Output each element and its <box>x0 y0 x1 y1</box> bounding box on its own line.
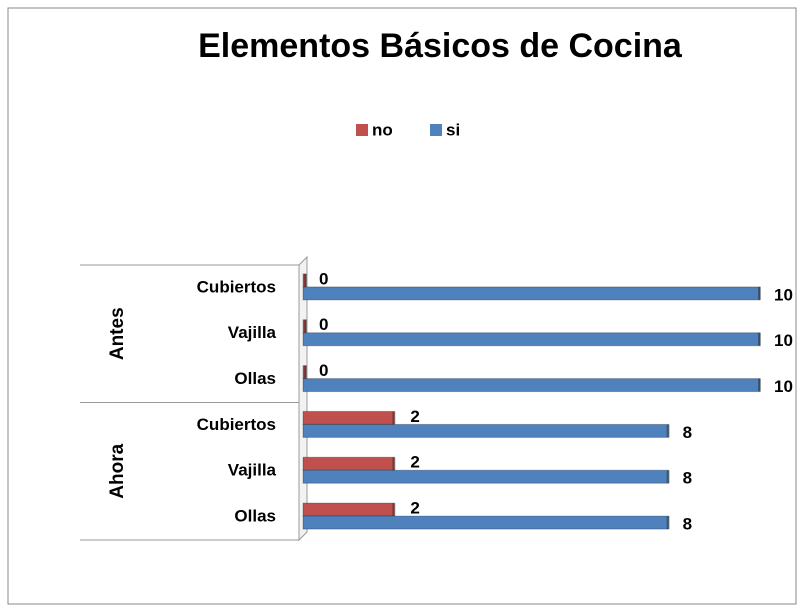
bar <box>302 410 395 425</box>
bar-cap <box>392 503 396 517</box>
data-label: 2 <box>410 453 419 472</box>
group-label: Antes <box>107 307 128 360</box>
bar-cap <box>304 273 307 287</box>
bar-cap <box>304 319 307 333</box>
legend-swatch <box>356 124 368 136</box>
bar <box>302 502 395 517</box>
data-label: 8 <box>683 515 692 534</box>
data-label: 8 <box>683 469 692 488</box>
category-label: Ollas <box>234 369 276 388</box>
category-label: Cubiertos <box>197 415 276 434</box>
category-label: Cubiertos <box>197 277 276 296</box>
bar <box>302 378 761 393</box>
chart-title: Elementos Básicos de Cocina <box>198 27 683 65</box>
bar-cap <box>392 457 396 471</box>
bar-cap <box>392 411 396 425</box>
chart-frame <box>7 7 797 605</box>
bar <box>302 423 670 438</box>
category-label: Vajilla <box>228 323 277 342</box>
category-label: Ollas <box>234 507 276 526</box>
bar <box>302 515 670 530</box>
data-label: 2 <box>410 499 419 518</box>
group-label: Ahora <box>107 443 128 498</box>
bar-cap <box>758 286 761 300</box>
data-label: 0 <box>319 361 328 380</box>
legend-swatch <box>430 124 442 136</box>
bar-cap <box>304 365 307 379</box>
data-label: 0 <box>319 269 328 288</box>
data-label: 10 <box>774 285 793 304</box>
bar-cap <box>666 424 670 438</box>
bar <box>302 286 761 301</box>
bar-cap <box>758 378 761 392</box>
bar <box>302 456 395 471</box>
bar <box>302 332 761 347</box>
legend-label: no <box>372 120 393 139</box>
category-label: Vajilla <box>228 461 277 480</box>
data-label: 0 <box>319 315 328 334</box>
data-label: 8 <box>683 423 692 442</box>
data-label: 10 <box>774 377 793 396</box>
bar-cap <box>666 516 670 530</box>
bar-cap <box>758 332 761 346</box>
bar <box>302 469 670 484</box>
data-label: 10 <box>774 331 793 350</box>
legend-label: si <box>446 120 460 139</box>
data-label: 2 <box>410 407 419 426</box>
bar-cap <box>666 470 670 484</box>
